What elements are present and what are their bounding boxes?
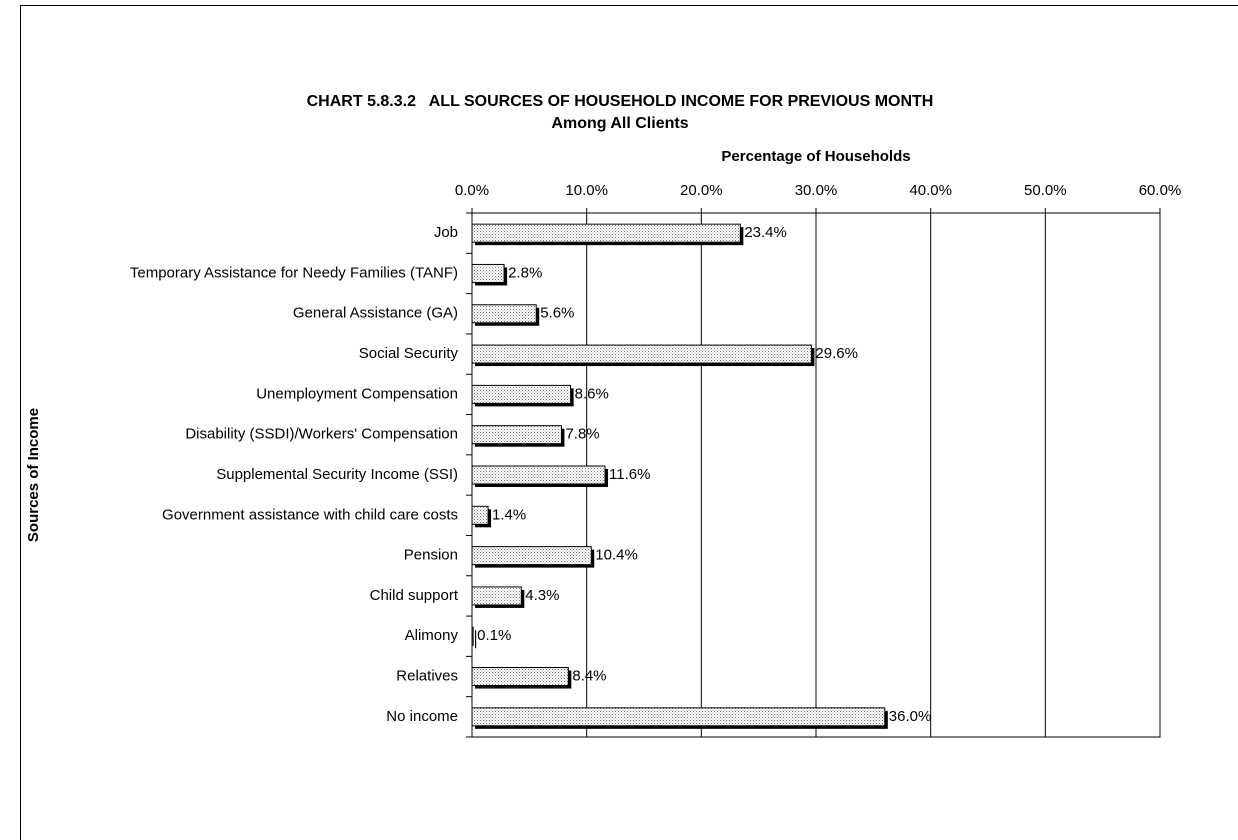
y-tick-label: No income [386,708,458,725]
y-tick-label: Unemployment Compensation [256,385,458,402]
data-label: 1.4% [492,506,526,523]
y-tick-label: Job [434,224,458,241]
data-label: 0.1% [477,627,511,644]
data-label: 29.6% [815,345,858,362]
bar [471,304,537,324]
data-label: 36.0% [889,708,932,725]
bar [471,384,572,404]
bar [471,586,522,606]
x-tick-label: 0.0% [455,182,489,199]
y-tick-label: General Assistance (GA) [293,305,458,322]
x-tick-label: 60.0% [1139,182,1182,199]
bar [471,546,592,566]
bar [471,667,569,687]
bar [471,223,741,243]
x-tick-label: 20.0% [680,182,723,199]
data-label: 8.4% [572,668,606,685]
x-tick-label: 50.0% [1024,182,1067,199]
bar [471,344,812,364]
y-tick-label: Relatives [396,668,458,685]
data-label: 11.6% [609,466,650,483]
x-tick-label: 40.0% [909,182,952,199]
bar [471,263,505,283]
chart-subtitle: Among All Clients [551,115,688,132]
frame [20,5,1238,840]
data-label: 5.6% [540,305,574,322]
data-label: 8.6% [575,385,609,402]
x-axis-label: Percentage of Households [721,148,910,165]
data-label: 2.8% [508,264,542,281]
data-label: 23.4% [744,224,787,241]
y-tick-label: Alimony [405,627,459,644]
bar [471,626,474,646]
data-label: 4.3% [525,587,559,604]
y-tick-label: Disability (SSDI)/Workers' Compensation [185,426,458,443]
bar [471,465,606,485]
chart-title: CHART 5.8.3.2 ALL SOURCES OF HOUSEHOLD I… [307,93,934,110]
data-label: 7.8% [565,426,599,443]
data-label: 10.4% [595,547,638,564]
bar [471,505,489,525]
bar [471,707,886,727]
x-tick-label: 30.0% [795,182,838,199]
bar-shadow [475,630,477,649]
y-axis-label: Sources of Income [25,408,42,542]
y-tick-label: Supplemental Security Income (SSI) [216,466,458,483]
bar [471,425,562,445]
x-tick-label: 10.0% [565,182,608,199]
y-tick-label: Temporary Assistance for Needy Families … [130,264,458,281]
y-tick-label: Social Security [359,345,459,362]
y-tick-label: Government assistance with child care co… [162,506,458,523]
y-tick-label: Pension [404,547,458,564]
y-tick-label: Child support [370,587,459,604]
